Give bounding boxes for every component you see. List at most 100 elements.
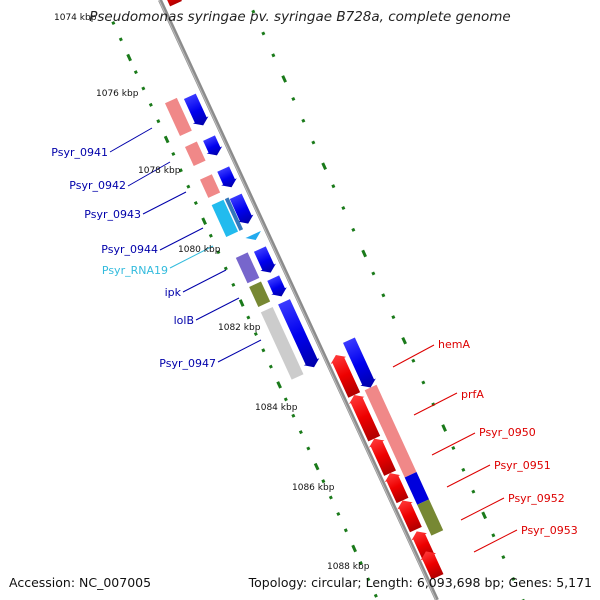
cog-psyr-0942: [184, 141, 206, 167]
cds-psyr-0950-shape: [369, 438, 396, 476]
scale-tick-label: 1080 kbp: [178, 245, 221, 255]
gc-skew-mark-outer: [401, 336, 407, 345]
cds-prfA: [349, 394, 381, 442]
cog-psyr-0944: [211, 199, 239, 237]
cds-psyr-0941-shape: [183, 93, 209, 126]
gc-skew-mark-inner: [283, 397, 288, 402]
cds-psyr-0942: [203, 135, 223, 156]
gc-skew-mark-outer: [461, 467, 466, 472]
cds-hemA-shape: [330, 354, 361, 398]
gc-skew-mark-outer: [351, 227, 356, 232]
cog-ipk-shape: [235, 252, 260, 284]
backbone-line: [158, 0, 439, 600]
gc-skew-mark-outer: [501, 555, 506, 560]
gc-skew-mark-inner: [156, 119, 161, 124]
cog-psyr-0943-shape: [199, 174, 221, 198]
scale-tick-label: 1082 kbp: [218, 323, 261, 333]
cog-lolB-shape: [249, 281, 271, 307]
cds-psyr-0944-shape: [229, 193, 254, 224]
cds-psyr-0950: [369, 438, 396, 476]
gc-skew-mark-inner: [358, 561, 363, 566]
gc-skew-mark-inner: [298, 430, 303, 435]
genome-backbone: [158, 0, 439, 600]
cog-psyr-0947: [260, 306, 304, 380]
gene-label-left: Psyr_RNA19: [102, 264, 168, 277]
gene-label-right: Psyr_0953: [521, 524, 578, 537]
gc-skew-mark-inner: [253, 331, 258, 336]
gc-skew-mark-outer: [291, 96, 296, 101]
topology-text: Topology: circular; Length: 6,093,698 bp…: [249, 575, 592, 590]
gc-skew-mark-inner: [216, 250, 221, 255]
gene-labels: Psyr_0941 Psyr_0942 Psyr_0943 Psyr_0944 Psyr…: [51, 146, 577, 537]
gc-skew-mark-inner: [186, 184, 191, 189]
gc-skew-mark-outer: [471, 489, 476, 494]
gc-skew-mark-outer: [441, 424, 447, 432]
gc-skew-mark-inner: [178, 168, 183, 173]
cog-psyr-0947-shape: [260, 306, 304, 380]
cds-hemA: [330, 354, 361, 398]
leader-line-left: [182, 269, 227, 293]
cog-psyr-0944-shape: [211, 199, 239, 237]
gc-skew-mark-outer: [251, 9, 256, 14]
cds-top-partial-shape: [162, 0, 182, 7]
cog-psyr-0944-overlay: [224, 197, 244, 231]
gc-skew-mark-inner: [336, 511, 341, 516]
leader-line-left: [109, 127, 153, 153]
leader-line-right: [473, 529, 518, 553]
cds-lolB: [267, 275, 287, 297]
gc-skew-mark-inner: [291, 413, 296, 418]
gene-label-left: Psyr_0942: [69, 179, 126, 192]
map-title: Pseudomonas syringae pv. syringae B728a,…: [89, 9, 511, 25]
gc-skew-mark-outer: [411, 358, 416, 363]
scale-tick-label: 1088 kbp: [327, 562, 370, 572]
leader-line-left: [169, 245, 214, 269]
gc-skew-mark-outer: [321, 162, 327, 171]
gc-skew-mark-inner: [148, 102, 153, 107]
cds-lolB-shape: [267, 275, 287, 297]
cog-psyr-0951: [404, 472, 430, 505]
cds-psyr-0947-shape: [278, 299, 320, 368]
gc-skew-mark-inner: [246, 315, 251, 320]
cds-psyr-0947: [278, 299, 320, 368]
scale-tick-label: 1086 kbp: [292, 483, 335, 493]
gc-skew-mark-inner: [238, 299, 245, 307]
gc-skew-mark-outer: [311, 140, 316, 145]
leader-line-right: [431, 432, 476, 456]
rna-psyr-rna19-shape: [245, 230, 261, 240]
gc-skew-mark-outer: [361, 249, 367, 258]
feature-track: [162, 0, 444, 580]
gc-skew-mark-inner: [193, 201, 198, 206]
gene-label-left: lolB: [174, 314, 194, 327]
leader-line-right: [413, 392, 458, 416]
gc-skew-mark-inner: [133, 70, 138, 75]
gc-skew-mark-outer: [261, 31, 266, 36]
leader-line-left: [142, 191, 187, 215]
cog-psyr-0951-shape: [404, 472, 430, 505]
gene-label-right: hemA: [438, 338, 470, 351]
gc-skew-mark-inner: [223, 266, 228, 271]
cog-prfA-shape: [364, 384, 417, 478]
leader-line-left: [217, 339, 262, 363]
leader-line-left: [195, 297, 240, 321]
cog-prfA: [364, 384, 417, 478]
cds-psyr-0944: [229, 193, 254, 224]
cds-ipk-shape: [253, 246, 276, 273]
cds-psyr-0951-shape: [384, 473, 409, 504]
gc-skew-mark-inner: [111, 21, 116, 26]
scale-tick-label: 1076 kbp: [96, 89, 139, 99]
leader-line-right: [446, 464, 491, 488]
gc-skew-mark-outer: [301, 118, 306, 123]
cds-psyr-0942-shape: [203, 135, 223, 156]
cog-psyr-0942-shape: [184, 141, 206, 167]
gc-skew-mark-outer: [271, 53, 276, 58]
gc-skew-mark-inner: [231, 282, 236, 287]
cds-hemA-fwd-shape: [343, 337, 376, 388]
gc-skew-mark-inner: [328, 495, 333, 500]
cds-psyr-0943-shape: [217, 166, 237, 188]
cds-psyr-0943: [217, 166, 237, 188]
gene-label-left: Psyr_0941: [51, 146, 108, 159]
cds-hemA-fwd: [343, 337, 376, 388]
gc-skew-mark-outer: [451, 446, 456, 451]
gc-skew-mark-inner: [366, 577, 371, 582]
